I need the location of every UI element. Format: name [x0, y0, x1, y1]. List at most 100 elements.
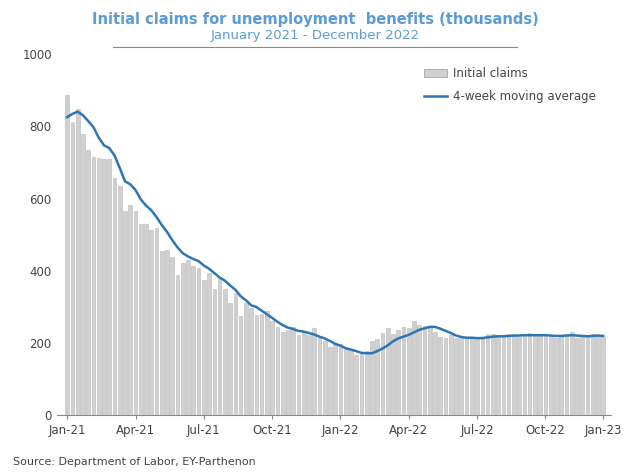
Bar — [192, 266, 195, 415]
Bar — [554, 338, 558, 415]
Bar — [570, 332, 573, 415]
Bar — [281, 332, 285, 415]
Bar — [328, 347, 332, 415]
Bar — [71, 122, 74, 415]
Bar — [344, 348, 348, 415]
Bar — [386, 329, 389, 415]
Bar — [286, 330, 290, 415]
Bar — [402, 327, 405, 415]
Bar — [360, 354, 364, 415]
Bar — [255, 315, 258, 415]
Bar — [302, 332, 306, 415]
Legend: Initial claims, 4-week moving average: Initial claims, 4-week moving average — [420, 64, 600, 106]
Bar — [107, 160, 111, 415]
Bar — [428, 327, 432, 415]
Bar — [66, 95, 69, 415]
Bar — [538, 335, 542, 415]
Bar — [491, 334, 495, 415]
Bar — [496, 336, 500, 415]
Bar — [602, 337, 605, 415]
Bar — [218, 278, 221, 415]
Bar — [123, 211, 127, 415]
Bar — [465, 337, 469, 415]
Bar — [234, 293, 238, 415]
Bar — [423, 326, 427, 415]
Bar — [365, 351, 369, 415]
Bar — [207, 273, 211, 415]
Bar — [339, 344, 342, 415]
Bar — [244, 303, 248, 415]
Text: January 2021 - December 2022: January 2021 - December 2022 — [210, 29, 420, 42]
Bar — [176, 275, 180, 415]
Bar — [202, 279, 205, 415]
Bar — [307, 335, 311, 415]
Bar — [223, 288, 227, 415]
Bar — [507, 334, 510, 415]
Bar — [391, 334, 395, 415]
Bar — [197, 268, 200, 415]
Bar — [481, 337, 484, 415]
Bar — [355, 355, 358, 415]
Bar — [270, 321, 274, 415]
Bar — [349, 349, 353, 415]
Bar — [596, 336, 600, 415]
Bar — [81, 134, 85, 415]
Bar — [433, 332, 437, 415]
Bar — [102, 159, 106, 415]
Bar — [559, 335, 563, 415]
Bar — [165, 250, 169, 415]
Bar — [249, 308, 253, 415]
Bar — [76, 109, 79, 415]
Bar — [564, 334, 568, 415]
Bar — [522, 335, 526, 415]
Bar — [186, 260, 190, 415]
Bar — [118, 186, 122, 415]
Bar — [575, 338, 579, 415]
Bar — [97, 158, 101, 415]
Bar — [459, 338, 463, 415]
Bar — [228, 303, 232, 415]
Bar — [370, 341, 374, 415]
Bar — [470, 338, 474, 415]
Bar — [291, 327, 295, 415]
Bar — [486, 334, 490, 415]
Bar — [412, 321, 416, 415]
Bar — [260, 314, 263, 415]
Bar — [91, 157, 95, 415]
Bar — [449, 335, 453, 415]
Bar — [544, 334, 547, 415]
Bar — [418, 325, 421, 415]
Bar — [318, 336, 321, 415]
Bar — [580, 336, 584, 415]
Bar — [275, 327, 279, 415]
Bar — [396, 330, 400, 415]
Text: Source: Department of Labor, EY-Parthenon: Source: Department of Labor, EY-Partheno… — [13, 457, 255, 467]
Bar — [86, 150, 90, 415]
Bar — [501, 337, 505, 415]
Bar — [454, 338, 458, 415]
Bar — [144, 224, 148, 415]
Bar — [549, 337, 553, 415]
Bar — [444, 338, 447, 415]
Bar — [171, 257, 174, 415]
Bar — [517, 337, 521, 415]
Bar — [381, 333, 384, 415]
Bar — [113, 178, 117, 415]
Bar — [129, 205, 132, 415]
Bar — [297, 335, 301, 415]
Bar — [155, 228, 158, 415]
Bar — [265, 311, 269, 415]
Bar — [181, 262, 185, 415]
Bar — [586, 337, 589, 415]
Bar — [591, 334, 595, 415]
Bar — [134, 211, 137, 415]
Bar — [160, 251, 164, 415]
Bar — [533, 336, 537, 415]
Bar — [239, 316, 243, 415]
Bar — [528, 333, 532, 415]
Text: Initial claims for unemployment  benefits (thousands): Initial claims for unemployment benefits… — [91, 12, 539, 27]
Bar — [438, 337, 442, 415]
Bar — [323, 341, 326, 415]
Bar — [139, 224, 142, 415]
Bar — [312, 329, 316, 415]
